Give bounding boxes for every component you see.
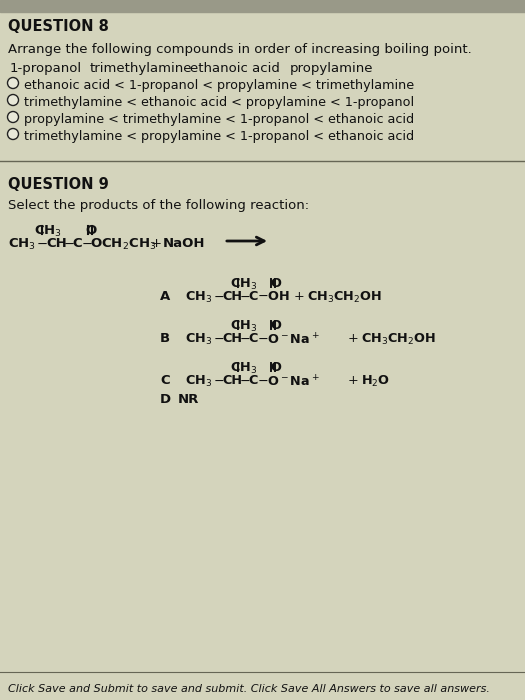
Circle shape <box>7 111 18 122</box>
Text: $+$: $+$ <box>347 374 359 387</box>
Text: CH$_3$: CH$_3$ <box>230 319 257 334</box>
Text: C: C <box>248 290 257 303</box>
Text: Select the products of the following reaction:: Select the products of the following rea… <box>8 199 309 212</box>
Text: $-$: $-$ <box>239 374 250 387</box>
Text: CH$_3$: CH$_3$ <box>34 224 62 239</box>
Text: D: D <box>160 393 171 406</box>
Text: ethanoic acid: ethanoic acid <box>190 62 280 75</box>
Text: CH$_3$: CH$_3$ <box>8 237 36 252</box>
Text: $-$: $-$ <box>213 290 224 303</box>
Text: CH$_3$: CH$_3$ <box>185 290 212 305</box>
Text: $-$: $-$ <box>63 237 75 250</box>
Circle shape <box>7 129 18 139</box>
Text: CH$_3$: CH$_3$ <box>185 332 212 347</box>
Circle shape <box>7 78 18 88</box>
Text: NR: NR <box>178 393 200 406</box>
Text: C: C <box>248 374 257 387</box>
Text: QUESTION 8: QUESTION 8 <box>8 19 109 34</box>
Text: O: O <box>270 277 281 290</box>
Text: C: C <box>248 332 257 345</box>
Text: $-$: $-$ <box>36 237 48 250</box>
Circle shape <box>7 94 18 106</box>
Text: H$_2$O: H$_2$O <box>361 374 390 389</box>
Text: NaOH: NaOH <box>163 237 205 250</box>
Text: $-$O$^-$Na$^+$: $-$O$^-$Na$^+$ <box>257 332 320 347</box>
Text: $-$O$^-$Na$^+$: $-$O$^-$Na$^+$ <box>257 374 320 389</box>
Text: Click Save and Submit to save and submit. Click Save All Answers to save all ans: Click Save and Submit to save and submit… <box>8 684 490 694</box>
Text: $-$OH: $-$OH <box>257 290 290 303</box>
Text: CH: CH <box>222 374 242 387</box>
Text: $-$: $-$ <box>239 332 250 345</box>
Text: propylamine < trimethylamine < 1-propanol < ethanoic acid: propylamine < trimethylamine < 1-propano… <box>24 113 414 126</box>
Text: CH: CH <box>222 290 242 303</box>
Text: $-$: $-$ <box>213 332 224 345</box>
Bar <box>0 0 525 12</box>
Text: B: B <box>160 332 170 345</box>
Text: Arrange the following compounds in order of increasing boiling point.: Arrange the following compounds in order… <box>8 43 472 56</box>
Text: CH: CH <box>46 237 67 250</box>
Text: QUESTION 9: QUESTION 9 <box>8 177 109 192</box>
Text: CH: CH <box>222 332 242 345</box>
Text: OCH$_2$CH$_3$: OCH$_2$CH$_3$ <box>90 237 156 252</box>
Text: CH$_3$: CH$_3$ <box>230 361 257 376</box>
Text: $-$: $-$ <box>81 237 93 250</box>
Text: CH$_3$CH$_2$OH: CH$_3$CH$_2$OH <box>361 332 436 347</box>
Text: C: C <box>160 374 170 387</box>
Text: trimethylamine < ethanoic acid < propylamine < 1-propanol: trimethylamine < ethanoic acid < propyla… <box>24 96 414 109</box>
Text: 1-propanol: 1-propanol <box>10 62 82 75</box>
Text: trimethylamine < propylamine < 1-propanol < ethanoic acid: trimethylamine < propylamine < 1-propano… <box>24 130 414 143</box>
Text: ethanoic acid < 1-propanol < propylamine < trimethylamine: ethanoic acid < 1-propanol < propylamine… <box>24 79 414 92</box>
Text: trimethylamine: trimethylamine <box>90 62 193 75</box>
Text: A: A <box>160 290 170 303</box>
Text: CH$_3$CH$_2$OH: CH$_3$CH$_2$OH <box>307 290 382 305</box>
Text: C: C <box>72 237 81 250</box>
Text: $-$: $-$ <box>213 374 224 387</box>
Text: CH$_3$: CH$_3$ <box>230 277 257 292</box>
Text: O: O <box>85 224 96 237</box>
Text: $+$: $+$ <box>150 237 162 250</box>
Text: propylamine: propylamine <box>290 62 373 75</box>
Text: O: O <box>270 361 281 374</box>
Text: $+$: $+$ <box>293 290 304 303</box>
Text: O: O <box>270 319 281 332</box>
Text: CH$_3$: CH$_3$ <box>185 374 212 389</box>
Text: $+$: $+$ <box>347 332 359 345</box>
Text: $-$: $-$ <box>239 290 250 303</box>
